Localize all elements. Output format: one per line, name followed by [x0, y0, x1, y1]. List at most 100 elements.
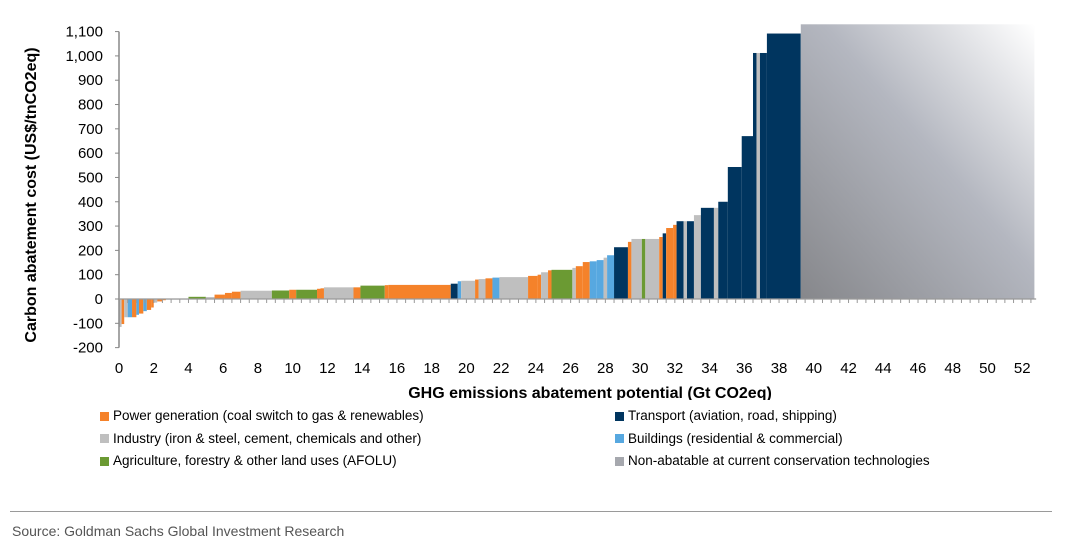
abatement-cost-chart: -200-10001002003004005006007008009001,00…: [23, 24, 1037, 400]
source-note: Source: Goldman Sachs Global Investment …: [12, 523, 345, 539]
legend-left: Power generation (coal switch to gas & r…: [100, 405, 424, 473]
bar-afolu: [641, 238, 646, 299]
legend-right: Transport (aviation, road, shipping) Buil…: [615, 405, 930, 473]
bar-industry: [756, 52, 760, 299]
x-tick-label: 0: [115, 360, 123, 377]
x-tick-label: 38: [771, 360, 788, 377]
bar-power: [353, 287, 361, 299]
legend-label: Transport (aviation, road, shipping): [628, 408, 837, 423]
y-tick-label: 100: [78, 267, 103, 284]
x-tick-label: 52: [1014, 360, 1031, 377]
legend-item-industry: Industry (iron & steel, cement, chemical…: [100, 428, 424, 451]
bar-industry: [631, 238, 642, 299]
y-tick-label: 1,000: [65, 48, 103, 65]
y-tick-label: 400: [78, 194, 103, 211]
bar-transport: [718, 201, 728, 299]
bar-buildings: [596, 260, 604, 299]
bar-transport: [614, 247, 628, 299]
bar-industry: [461, 280, 476, 299]
x-tick-label: 8: [254, 360, 262, 377]
x-tick-label: 42: [840, 360, 857, 377]
y-tick-label: -200: [73, 340, 103, 357]
x-tick-label: 6: [219, 360, 227, 377]
bar-industry: [499, 277, 529, 299]
bar-power: [162, 299, 166, 301]
legend-label: Power generation (coal switch to gas & r…: [113, 408, 424, 423]
x-tick-label: 26: [562, 360, 579, 377]
x-tick-label: 16: [389, 360, 406, 377]
bar-afolu: [296, 289, 318, 299]
x-tick-label: 46: [910, 360, 927, 377]
bar-power: [231, 291, 241, 299]
legend-label: Non-abatable at current conservation tec…: [628, 453, 930, 468]
x-tick-label: 44: [875, 360, 892, 377]
bar-industry: [683, 221, 687, 299]
bar-power: [537, 274, 542, 299]
x-tick-label: 20: [458, 360, 475, 377]
x-tick-label: 2: [150, 360, 158, 377]
bar-power: [475, 279, 479, 299]
y-tick-label: -100: [73, 315, 103, 332]
bar-industry: [323, 287, 354, 299]
bar-industry: [205, 297, 215, 299]
legend-label: Buildings (residential & commercial): [628, 430, 843, 446]
x-tick-label: 18: [423, 360, 440, 377]
bar-transport: [727, 166, 742, 299]
bar-industry: [153, 299, 158, 303]
bar-afolu: [188, 296, 206, 299]
bar-power: [575, 266, 583, 299]
y-tick-label: 600: [78, 145, 103, 162]
bar-power: [666, 228, 674, 299]
divider: [10, 511, 1052, 512]
x-tick-label: 14: [354, 360, 371, 377]
x-tick-label: 24: [528, 360, 545, 377]
x-tick-label: 36: [736, 360, 753, 377]
legend-swatch: [100, 411, 109, 421]
bar-power: [289, 289, 297, 299]
bar-industry: [693, 215, 701, 299]
bar-industry: [240, 290, 272, 299]
bar-transport: [450, 283, 458, 299]
bar-power: [384, 285, 389, 299]
bar-transport: [766, 33, 801, 300]
x-tick-label: 4: [184, 360, 192, 377]
x-tick-label: 34: [701, 360, 718, 377]
x-tick-label: 40: [805, 360, 822, 377]
bar-buildings: [127, 299, 133, 318]
x-tick-label: 10: [284, 360, 301, 377]
bar-industry: [541, 272, 549, 299]
x-tick-label: 50: [979, 360, 996, 377]
bar-nonabatable: [800, 24, 1035, 300]
x-tick-label: 12: [319, 360, 336, 377]
bar-power: [320, 288, 324, 299]
legend-item-power: Power generation (coal switch to gas & r…: [100, 405, 424, 428]
bar-power: [224, 292, 232, 299]
bar-buildings: [143, 299, 147, 312]
y-tick-label: 800: [78, 97, 103, 114]
bar-buildings: [589, 261, 597, 299]
legend-item-buildings: Buildings (residential & commercial): [615, 428, 930, 451]
bar-industry: [603, 257, 608, 299]
bar-industry: [572, 267, 576, 299]
bar-afolu: [551, 269, 573, 299]
bar-buildings: [492, 277, 500, 299]
bar-power: [659, 237, 663, 299]
legend-item-nonabatable: Non-abatable at current conservation tec…: [615, 450, 930, 473]
y-axis-title: Carbon abatement cost (US$/tnCO2eq): [23, 47, 40, 342]
bar-power: [138, 299, 144, 314]
bar-transport: [753, 52, 757, 299]
bar-power: [157, 299, 163, 302]
x-tick-label: 30: [632, 360, 649, 377]
bar-transport: [676, 221, 684, 299]
bar-power: [146, 299, 152, 310]
legend-swatch: [615, 411, 624, 421]
x-tick-label: 32: [666, 360, 683, 377]
bar-buildings: [607, 255, 615, 299]
bar-power: [388, 284, 451, 299]
legend-label: Agriculture, forestry & other land uses …: [113, 453, 397, 468]
bar-power: [548, 270, 552, 299]
bar-power: [582, 262, 590, 299]
bar-power: [317, 288, 321, 299]
bar-power: [673, 224, 677, 299]
x-axis-title: GHG emissions abatement potential (Gt CO…: [408, 385, 772, 400]
